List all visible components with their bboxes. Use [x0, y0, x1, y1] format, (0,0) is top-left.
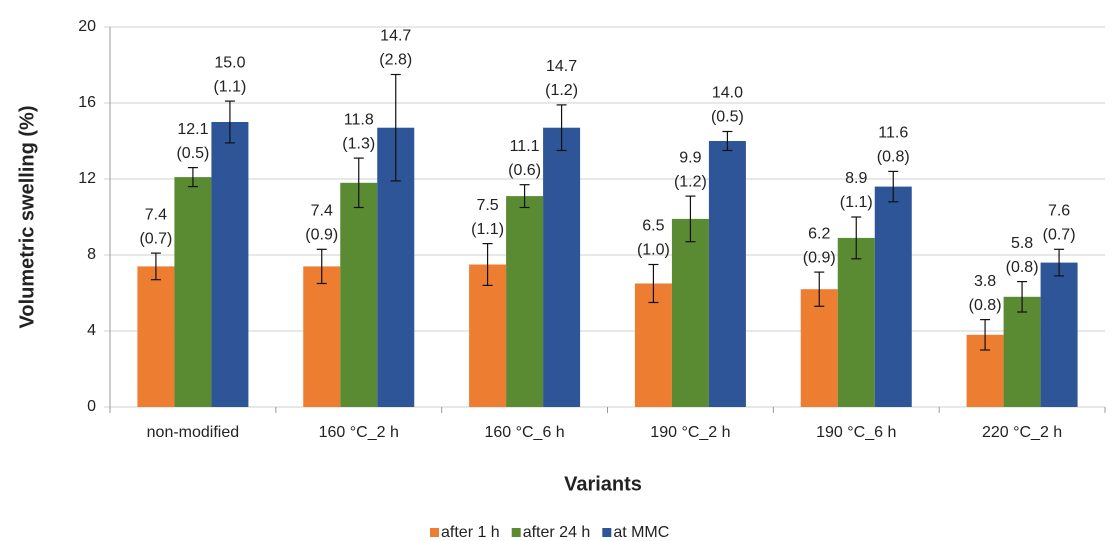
value-label: 11.1	[510, 138, 540, 155]
x-tick-label: non-modified	[147, 424, 240, 441]
bar	[800, 289, 838, 407]
error-label: (1.1)	[471, 221, 504, 238]
error-label: (1.2)	[545, 82, 578, 99]
y-tick-label: 8	[87, 246, 96, 263]
bar	[708, 141, 746, 407]
value-label: 11.6	[878, 125, 908, 142]
value-label: 14.7	[380, 28, 411, 45]
x-axis-title: Variants	[564, 473, 642, 495]
bar	[506, 196, 544, 407]
bar	[340, 182, 378, 407]
error-label: (0.8)	[877, 149, 910, 166]
y-tick-label: 12	[78, 170, 96, 187]
y-axis-title: Volumetric swelling (%)	[16, 106, 38, 329]
error-label: (1.1)	[840, 194, 873, 211]
y-tick-label: 4	[87, 322, 96, 339]
value-label: 7.4	[311, 203, 333, 220]
bar	[1040, 262, 1078, 407]
y-tick-label: 20	[78, 18, 96, 35]
bar	[671, 218, 709, 407]
y-tick-label: 0	[87, 398, 96, 415]
value-label: 7.6	[1048, 203, 1070, 220]
error-label: (1.1)	[213, 78, 246, 95]
value-label: 6.2	[808, 225, 830, 242]
value-label: 14.7	[546, 58, 577, 75]
error-label: (0.7)	[139, 230, 172, 247]
error-label: (0.8)	[969, 297, 1002, 314]
legend-swatch	[602, 528, 612, 537]
error-label: (0.5)	[176, 145, 209, 162]
bar	[874, 186, 912, 407]
error-label: (0.5)	[711, 109, 744, 126]
bar	[174, 177, 212, 407]
x-tick-label: 160 °C_6 h	[484, 424, 564, 441]
value-label: 15.0	[214, 54, 245, 71]
bar	[634, 283, 672, 407]
x-tick-label: 220 °C_2 h	[982, 424, 1062, 441]
x-tick-label: 190 °C_2 h	[650, 424, 730, 441]
legend-label: after 1 h	[441, 524, 500, 541]
legend-swatch	[430, 528, 439, 537]
value-label: 6.5	[642, 218, 664, 235]
legend-label: at MMC	[613, 524, 669, 541]
value-label: 11.8	[344, 111, 374, 128]
x-tick-label: 190 °C_6 h	[816, 424, 896, 441]
legend-label: after 24 h	[523, 524, 591, 541]
error-label: (1.3)	[342, 135, 375, 152]
error-label: (0.9)	[305, 227, 338, 244]
x-tick-label: 160 °C_2 h	[319, 424, 399, 441]
value-label: 3.8	[974, 273, 996, 290]
bar	[837, 237, 875, 407]
value-label: 7.4	[145, 206, 167, 223]
error-label: (0.7)	[1043, 227, 1076, 244]
error-label: (0.8)	[1006, 259, 1039, 276]
bar	[211, 122, 249, 407]
error-label: (0.6)	[508, 162, 541, 179]
legend-swatch	[511, 528, 521, 537]
y-tick-label: 16	[78, 94, 96, 111]
bar	[543, 127, 581, 407]
value-label: 12.1	[177, 121, 208, 138]
error-label: (0.9)	[803, 249, 836, 266]
value-label: 14.0	[712, 85, 743, 102]
value-label: 8.9	[845, 170, 867, 187]
error-label: (1.0)	[637, 242, 670, 259]
bar	[137, 266, 175, 407]
value-label: 9.9	[679, 149, 701, 166]
error-label: (2.8)	[379, 52, 412, 69]
bar	[469, 264, 507, 407]
value-label: 7.5	[476, 197, 498, 214]
value-label: 5.8	[1011, 235, 1033, 252]
bar	[1003, 296, 1041, 407]
bar	[303, 266, 341, 407]
error-label: (1.2)	[674, 173, 707, 190]
